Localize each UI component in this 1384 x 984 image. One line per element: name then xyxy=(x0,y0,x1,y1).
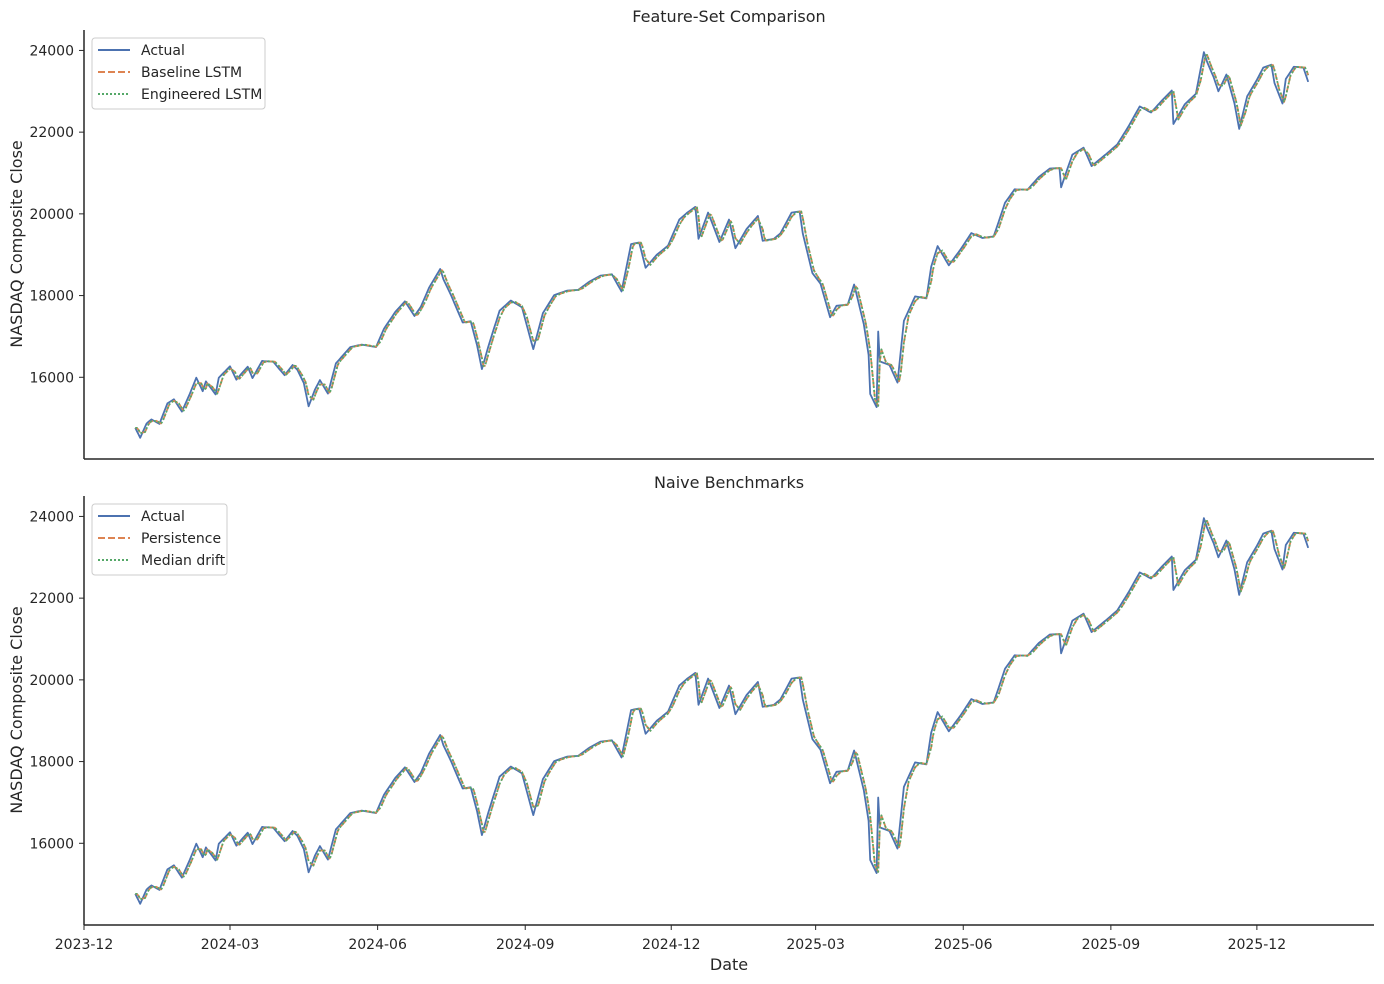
x-tick-label: 2024-12 xyxy=(642,937,701,953)
y-tick-label: 18000 xyxy=(29,289,74,305)
panel-naive-benchmarks: Naive Benchmarks NASDAQ Composite Close … xyxy=(7,473,1374,953)
y-tick-label: 20000 xyxy=(29,207,74,223)
tick-layer: 16000 18000 20000 22000 24000 2023-12 2024-03 2… xyxy=(29,509,1286,953)
x-axis-label: Date xyxy=(710,955,748,974)
legend: Actual Baseline LSTM Engineered LSTM xyxy=(91,37,266,110)
x-tick-label: 2025-09 xyxy=(1082,937,1141,953)
tick-layer: 16000 18000 20000 22000 24000 xyxy=(29,43,84,386)
x-tick-label: 2025-03 xyxy=(786,937,845,953)
y-tick-label: 20000 xyxy=(29,673,74,689)
legend: Actual Persistence Median drift xyxy=(91,503,228,576)
y-axis-label: NASDAQ Composite Close xyxy=(7,140,26,348)
x-tick-label: 2023-12 xyxy=(55,937,114,953)
legend-label-persistence: Persistence xyxy=(141,531,221,547)
legend-label-baseline-lstm: Baseline LSTM xyxy=(141,65,242,81)
y-tick-label: 18000 xyxy=(29,755,74,771)
series-layer xyxy=(134,517,1310,905)
y-axis-label: NASDAQ Composite Close xyxy=(7,606,26,814)
legend-frame xyxy=(91,37,266,110)
series-line-median-drift xyxy=(135,520,1310,901)
x-tick-label: 2024-06 xyxy=(348,937,407,953)
y-tick-label: 22000 xyxy=(29,591,74,607)
series-line-baseline-lstm xyxy=(135,54,1310,435)
series-line-persistence xyxy=(135,520,1310,901)
y-tick-label: 24000 xyxy=(29,509,74,525)
y-tick-label: 24000 xyxy=(29,43,74,59)
x-tick-label: 2024-03 xyxy=(201,937,260,953)
x-tick-label: 2024-09 xyxy=(496,937,555,953)
panel-feature-set-comparison: Feature-Set Comparison NASDAQ Composite … xyxy=(7,7,1374,460)
legend-label-actual: Actual xyxy=(141,509,185,525)
y-tick-label: 16000 xyxy=(29,370,74,386)
legend-frame xyxy=(91,503,228,576)
series-layer xyxy=(134,51,1310,439)
x-tick-label: 2025-12 xyxy=(1228,937,1287,953)
legend-label-actual: Actual xyxy=(141,43,185,59)
chart-title: Naive Benchmarks xyxy=(654,473,804,492)
series-line-engineered-lstm xyxy=(135,54,1310,435)
y-tick-label: 22000 xyxy=(29,125,74,141)
legend-label-median-drift: Median drift xyxy=(141,553,226,569)
chart-title: Feature-Set Comparison xyxy=(632,7,825,26)
series-line-actual xyxy=(134,517,1310,905)
x-tick-label: 2025-06 xyxy=(934,937,993,953)
legend-label-engineered-lstm: Engineered LSTM xyxy=(141,87,262,103)
y-tick-label: 16000 xyxy=(29,836,74,852)
series-line-actual xyxy=(134,51,1310,439)
